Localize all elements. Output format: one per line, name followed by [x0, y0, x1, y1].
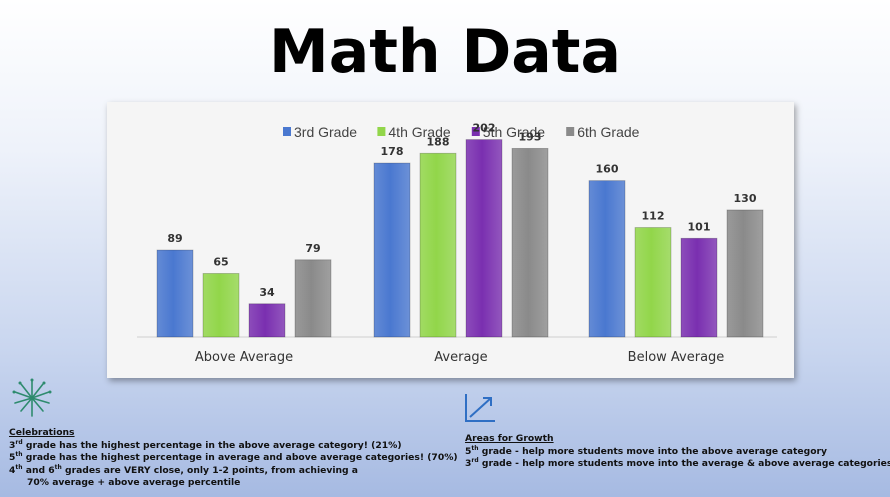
bar-1-4 [294, 259, 332, 338]
growth-chart-icon [465, 394, 495, 422]
bar-3-4 [726, 209, 764, 338]
data-label-1-4: 79 [305, 242, 320, 255]
data-label-1-2: 65 [213, 255, 228, 268]
data-label-3-4: 130 [734, 192, 757, 205]
data-label-3-2: 112 [642, 210, 665, 223]
page-title: Math Data [269, 17, 621, 87]
bar-2-1 [373, 162, 411, 338]
bar-2-3 [465, 139, 503, 338]
celebration-line-4: 70% average + above average percentile [27, 477, 241, 488]
bar-1-3 [248, 303, 286, 338]
bar-3-3 [680, 237, 718, 338]
bar-2-4 [511, 147, 549, 338]
legend-label-2: 4th Grade [388, 124, 450, 140]
legend-swatch-2 [377, 127, 386, 136]
legend-label-4: 6th Grade [577, 124, 639, 140]
celebration-line-3: 4th and 6th grades are VERY close, only … [9, 463, 358, 476]
bar-2-2 [419, 152, 457, 338]
growth-section: Areas for Growth 5th grade - help more s… [465, 433, 890, 471]
legend-swatch-1 [283, 127, 291, 136]
category-label-2: Average [434, 350, 487, 365]
celebration-line-1: 3rd grade has the highest percentage in … [9, 438, 402, 451]
data-label-1-1: 89 [167, 232, 182, 245]
bar-1-1 [156, 249, 194, 338]
firework-icon [12, 378, 52, 417]
legend-swatch-4 [566, 127, 575, 136]
category-label-1: Above Average [195, 350, 293, 365]
celebration-line-2: 5th grade has the highest percentage in … [9, 451, 458, 464]
growth-heading: Areas for Growth [465, 433, 554, 444]
legend-swatch-3 [471, 127, 480, 136]
data-label-2-3: 202 [473, 122, 496, 135]
chart-panel: 3rd Grade 4th Grade 5th Grade 6th Grade 89 65… [107, 102, 794, 378]
data-label-3-1: 160 [596, 163, 619, 176]
data-label-2-4: 193 [519, 130, 542, 143]
bar-3-2 [634, 227, 672, 338]
growth-line-1: 5th grade - help more students move into… [465, 444, 828, 457]
data-label-3-3: 101 [688, 220, 711, 233]
celebrations-heading: Celebrations [9, 427, 75, 438]
data-label-2-1: 178 [381, 145, 404, 158]
data-label-2-2: 188 [427, 135, 450, 148]
bar-1-2 [202, 273, 240, 338]
bar-chart: 3rd Grade 4th Grade 5th Grade 6th Grade 89 65… [137, 122, 777, 365]
growth-line-2: 3rd grade - help more students move into… [465, 457, 890, 470]
category-label-3: Below Average [628, 350, 725, 365]
bar-3-1 [588, 180, 626, 338]
data-label-1-3: 34 [259, 286, 275, 299]
legend-label-3: 5th Grade [483, 124, 545, 140]
legend-label-1: 3rd Grade [294, 124, 357, 140]
celebrations-section: Celebrations 3rd grade has the highest p… [9, 427, 459, 490]
